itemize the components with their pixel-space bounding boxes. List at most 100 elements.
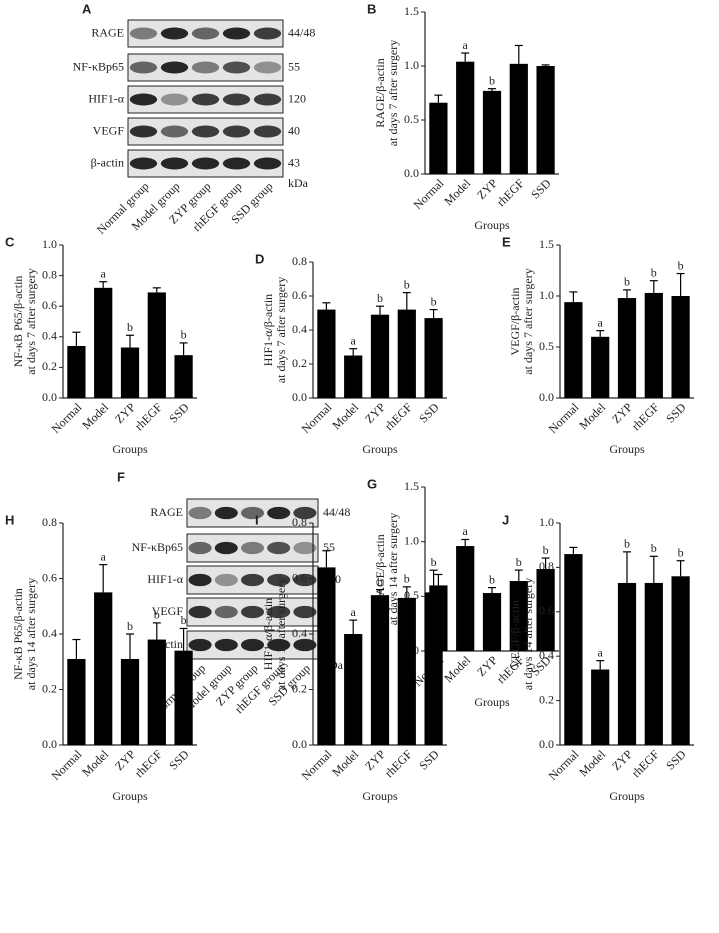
bar [456,546,475,651]
kda-label: 44/48 [288,25,315,39]
panel-letter: A [82,1,92,16]
band [160,125,189,138]
y-axis-label: VEGF/β-actin [508,600,522,668]
band [188,605,212,619]
error-bar [569,291,578,303]
band [267,573,291,587]
error-bar [649,555,658,583]
band [253,125,282,138]
x-axis-label: Groups [609,789,645,803]
bar [424,592,443,745]
panel-letter: D [255,251,264,266]
error-bar [179,342,188,356]
y-axis-label: at days 14 after surgery [386,513,400,625]
x-tick-label: Model [329,747,362,780]
error-bar [541,557,550,569]
error-bar [434,94,443,103]
error-bar [488,586,496,594]
annotation: b [404,572,410,586]
bar [370,314,390,398]
band [293,541,317,555]
y-tick-label: 0.2 [42,359,57,373]
kda-label: 55 [288,59,300,73]
bar [564,302,583,398]
y-axis-label: HIF1-α/β-actin [261,294,275,366]
error-bar [152,622,161,640]
y-tick-label: 0.4 [292,626,307,640]
protein-label: HIF1-α [88,91,124,105]
y-axis-label: at days 14 after surgery [24,578,38,690]
error-bar [676,560,685,577]
error-bar [99,564,108,593]
protein-label: RAGE [91,25,124,39]
annotation: b [154,608,160,622]
y-tick-label: 0.2 [292,681,307,695]
y-tick-label: 0.2 [292,356,307,370]
error-bar [541,64,550,66]
bar [397,597,416,745]
band [129,93,158,106]
x-tick-label: SSD [416,400,442,426]
error-bar [322,550,331,568]
error-bar [461,538,470,547]
x-tick-label: SSD [166,747,192,773]
annotation: b [431,294,437,308]
annotation: a [463,524,469,538]
x-tick-label: rhEGF [382,400,415,433]
protein-label: NF-κBp65 [73,59,124,73]
x-axis-label: Groups [609,442,645,456]
y-tick-label: 0.5 [404,112,419,126]
kda-label: 55 [323,540,335,554]
error-bar [349,619,358,634]
y-axis-label: HIF1-α/β-actin [261,598,275,670]
bar [644,292,663,398]
panel-letter: F [117,469,125,484]
annotation: b [181,613,187,627]
y-axis-label: at days 14 after surgery [521,578,535,690]
bar [591,669,610,745]
band [191,157,220,170]
y-tick-label: 1.5 [404,479,419,493]
band [214,605,238,619]
error-bar [676,272,685,296]
band [267,638,291,652]
band [129,157,158,170]
band [160,27,189,40]
bar [317,309,336,398]
y-axis-label: at days 7 after surgery [521,268,535,374]
protein-label: HIF1-α [147,572,183,586]
band [129,125,158,138]
y-tick-label: 0.0 [42,737,57,751]
bar [456,61,475,174]
annotation: b [127,320,133,334]
annotation: b [651,265,657,279]
band [214,573,238,587]
y-tick-label: 0.4 [539,648,554,662]
x-axis-label: Groups [112,442,148,456]
x-tick-label: Model [441,176,474,209]
x-tick-label: SSD [663,747,689,773]
panel-letter: C [5,234,15,249]
y-tick-label: 0.6 [292,288,307,302]
y-tick-label: 1.0 [539,515,554,529]
annotation: b [543,543,549,557]
annotation: b [651,541,657,555]
y-tick-label: 1.5 [539,237,554,251]
protein-label: NF-κBp65 [132,540,183,554]
x-tick-label: Model [79,747,112,780]
band [129,61,158,74]
band [160,157,189,170]
panel-letter: B [367,1,376,16]
bar [147,639,166,745]
bar [344,355,363,398]
annotation: b [127,619,133,633]
band [214,541,238,555]
y-axis-label: VEGF/β-actin [508,287,522,355]
y-axis-label: NF-κB P65/β-actin [11,276,25,368]
x-tick-label: Normal [546,747,582,783]
band [191,93,220,106]
bar [120,347,140,398]
band [267,506,291,520]
kda-label: 44/48 [323,505,350,519]
bar [644,582,663,745]
